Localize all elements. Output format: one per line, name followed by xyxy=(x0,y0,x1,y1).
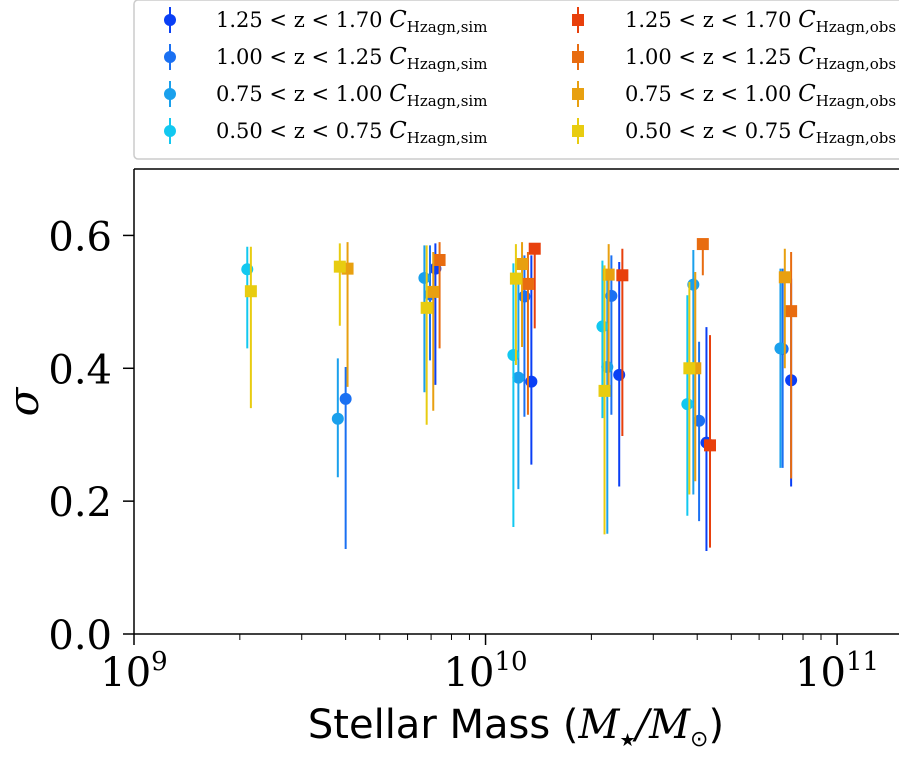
data-point xyxy=(516,257,529,270)
legend-box xyxy=(133,0,899,160)
y-tick-label: 0.6 xyxy=(48,214,112,260)
x-axis-label: Stellar Mass (M★/M⊙) xyxy=(308,702,724,752)
x-tick-label: 1011 xyxy=(795,647,879,696)
data-point xyxy=(521,277,534,290)
legend-label: 1.00 < z < 1.25 CHzagn,obs xyxy=(625,44,896,73)
data-point xyxy=(778,271,791,284)
legend-label: 0.75 < z < 1.00 CHzagn,obs xyxy=(625,81,896,110)
data-point xyxy=(785,305,798,318)
legend-marker xyxy=(164,125,176,137)
legend-label: 0.50 < z < 0.75 CHzagn,obs xyxy=(625,118,896,147)
legend-marker xyxy=(164,51,176,63)
axis-labels: 0.0 0.2 0.4 0.6 109 1010 1011 Stellar Mass (M★/… xyxy=(0,214,879,752)
series-7 xyxy=(244,243,696,535)
y-tick-label: 0.2 xyxy=(48,480,112,526)
data-point xyxy=(683,362,696,375)
data-point xyxy=(704,439,717,452)
legend-marker xyxy=(572,14,584,26)
data-point xyxy=(528,242,541,255)
data-point xyxy=(333,260,346,273)
legend-marker xyxy=(164,88,176,100)
legend-entry: 0.75 < z < 1.00 CHzagn,obs xyxy=(572,81,896,110)
series-4 xyxy=(528,242,717,548)
data-point xyxy=(244,285,257,298)
data-point xyxy=(696,238,709,251)
legend-entry: 1.25 < z < 1.70 CHzagn,sim xyxy=(164,7,487,36)
legend: 1.25 < z < 1.70 CHzagn,sim 1.00 < z < 1.2… xyxy=(133,0,899,160)
data-point xyxy=(598,384,611,397)
legend-marker xyxy=(572,125,584,137)
data-point xyxy=(512,371,525,384)
data-point xyxy=(774,342,787,355)
data-point xyxy=(507,349,520,361)
data-point xyxy=(616,269,629,282)
y-axis-label: σ xyxy=(0,386,48,416)
legend-entry: 0.75 < z < 1.00 CHzagn,sim xyxy=(164,81,487,110)
legend-entry: 0.50 < z < 0.75 CHzagn,obs xyxy=(572,118,896,147)
series-5 xyxy=(433,238,798,479)
legend-marker xyxy=(164,14,176,26)
data-point xyxy=(613,368,626,381)
data-point xyxy=(427,285,440,298)
legend-entry: 1.00 < z < 1.25 CHzagn,sim xyxy=(164,44,487,73)
data-point xyxy=(418,271,431,284)
data-point xyxy=(433,254,446,267)
y-tick-label: 0.4 xyxy=(48,347,112,393)
legend-label: 0.50 < z < 0.75 CHzagn,sim xyxy=(216,118,487,147)
legend-label: 1.00 < z < 1.25 CHzagn,sim xyxy=(216,44,487,73)
data-point xyxy=(509,272,522,285)
data-point xyxy=(681,398,694,411)
x-tick-label: 109 xyxy=(100,647,167,696)
data-point xyxy=(602,268,615,281)
data-point xyxy=(331,412,344,425)
legend-entry: 1.00 < z < 1.25 CHzagn,obs xyxy=(572,44,896,73)
series-3 xyxy=(241,246,694,528)
legend-label: 1.25 < z < 1.70 CHzagn,obs xyxy=(625,7,896,36)
axes xyxy=(123,168,899,645)
legend-label: 0.75 < z < 1.00 CHzagn,sim xyxy=(216,81,487,110)
series-1 xyxy=(339,245,789,549)
chart-marks xyxy=(241,238,798,551)
legend-label: 1.25 < z < 1.70 CHzagn,sim xyxy=(216,7,487,36)
y-tick-label: 0.0 xyxy=(48,613,112,659)
series-0 xyxy=(429,243,798,551)
data-point xyxy=(596,320,609,333)
legend-entry: 0.50 < z < 0.75 CHzagn,sim xyxy=(164,118,487,147)
legend-marker xyxy=(572,88,584,100)
data-point xyxy=(420,301,433,314)
legend-marker xyxy=(572,51,584,63)
data-point xyxy=(339,392,352,405)
x-tick-label: 1010 xyxy=(444,647,528,696)
series-6 xyxy=(341,242,791,482)
legend-entry: 1.25 < z < 1.70 CHzagn,obs xyxy=(572,7,896,36)
series-2 xyxy=(331,245,787,534)
